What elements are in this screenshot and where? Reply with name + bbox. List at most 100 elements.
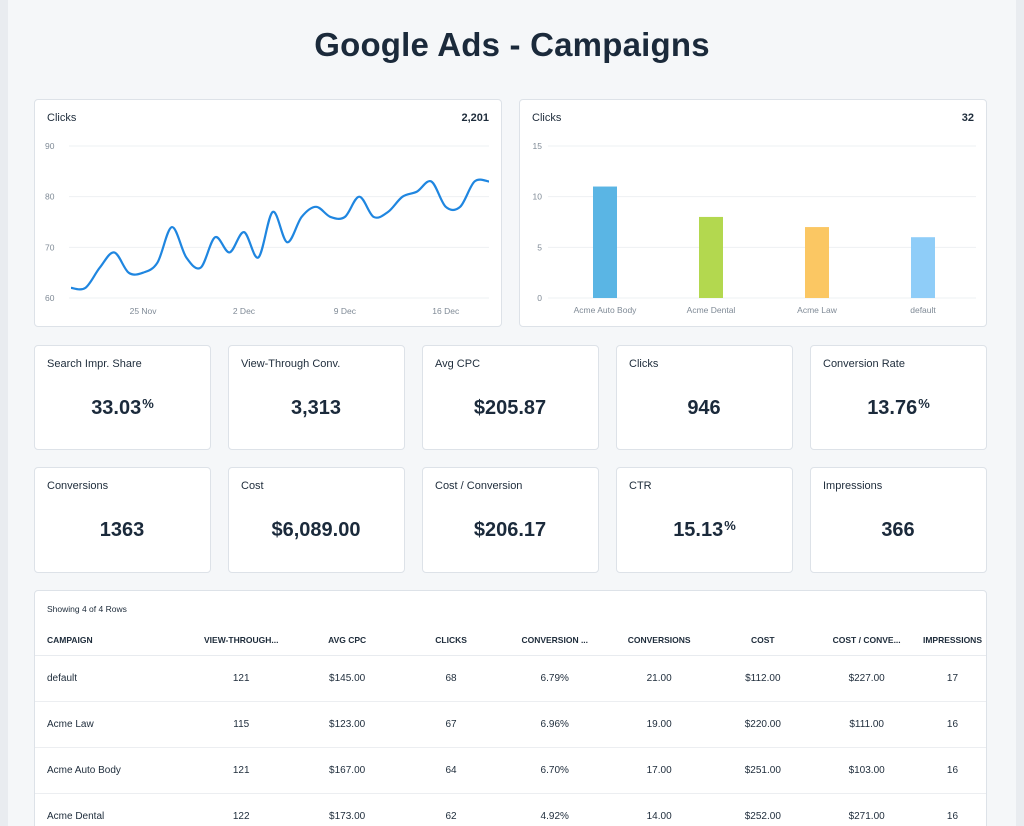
column-header-view-through[interactable]: VIEW-THROUGH... [187,625,295,656]
kpi-card-avg-cpc: Avg CPC $205.87 [422,345,599,450]
bar-acme-auto-body [593,186,617,298]
y-tick-label: 90 [45,141,55,151]
cell-campaign: Acme Dental [35,793,188,826]
cell-cost-per-conversion: $227.00 [814,655,919,702]
table-row[interactable]: Acme Auto Body 121 $167.00 64 6.70% 17.0… [35,747,986,794]
bar-default [911,237,935,298]
cell-avg-cpc: $173.00 [294,793,400,826]
column-header-campaign[interactable]: CAMPAIGN [35,625,188,656]
kpi-card-cost-per-conversion: Cost / Conversion $206.17 [422,467,599,573]
kpi-label: CTR [629,480,652,492]
column-header-impressions[interactable]: IMPRESSIONS [918,625,986,656]
cell-clicks: 64 [399,747,503,794]
cell-view-through: 121 [187,747,295,794]
cell-conversions: 21.00 [606,655,712,702]
cell-impressions: 16 [918,701,986,748]
cell-clicks: 68 [399,655,503,702]
kpi-label: Avg CPC [435,358,481,370]
cell-campaign: Acme Auto Body [35,747,188,794]
cell-clicks: 62 [399,793,503,826]
cell-view-through: 121 [187,655,295,702]
cell-conversions: 19.00 [606,701,712,748]
rows-count-caption: Showing 4 of 4 Rows [47,604,127,614]
bar-acme-dental [699,216,723,298]
cell-conversion-rate: 4.92% [502,793,607,826]
cell-avg-cpc: $123.00 [294,701,400,748]
cell-impressions: 17 [918,655,986,702]
bar-chart-total: 32 [961,112,974,124]
kpi-value: 33.03% [91,396,154,419]
y-tick-label: 15 [533,141,543,151]
clicks-series-line [70,178,490,291]
kpi-value: 15.13% [673,518,736,541]
kpi-card-view-through-conv: View-Through Conv. 3,313 [228,345,405,450]
cell-conversions: 14.00 [606,793,712,826]
cell-campaign: Acme Law [35,701,188,748]
y-tick-label: 10 [533,192,543,202]
kpi-card-conversions: Conversions 1363 [34,467,211,573]
cell-conversion-rate: 6.70% [502,747,607,794]
x-tick-label: 9 Dec [334,306,357,316]
clicks-line-chart: 60 70 80 90 25 Nov 2 Dec 9 Dec 16 Dec [45,141,490,316]
clicks-line-chart-card: Clicks 2,201 60 70 80 90 25 Nov 2 Dec 9 Dec 16 … [34,99,502,327]
kpi-value: $206.17 [473,519,547,541]
table-row[interactable]: default 121 $145.00 68 6.79% 21.00 $112.… [35,655,986,702]
dashboard-page: Google Ads - Campaigns Clicks 2,201 60 70… [8,0,1016,826]
kpi-label: Cost / Conversion [435,480,523,492]
bar-acme-law [805,227,829,298]
kpi-card-clicks: Clicks 946 [616,345,793,450]
x-tick-label: 16 Dec [432,306,460,316]
kpi-value: 366 [881,519,915,541]
cell-impressions: 16 [918,793,986,826]
x-tick-label: 25 Nov [130,306,158,316]
column-header-cost-per-conversion[interactable]: COST / CONVE... [814,625,919,656]
cell-campaign: default [35,655,188,702]
y-tick-label: 70 [45,242,55,252]
x-tick-label: default [910,305,936,315]
clicks-bar-chart: 0 5 10 15 Acme Auto Body Acme Dental Acme Law d… [533,141,976,315]
cell-avg-cpc: $167.00 [294,747,400,794]
kpi-label: View-Through Conv. [241,358,341,370]
kpi-value: 13.76% [867,396,930,419]
column-header-cost[interactable]: COST [711,625,815,656]
cell-view-through: 122 [187,793,295,826]
kpi-label: Search Impr. Share [47,358,142,370]
table-row[interactable]: Acme Law 115 $123.00 67 6.96% 19.00 $220… [35,701,986,748]
y-tick-label: 5 [537,242,542,252]
campaigns-table: CAMPAIGN VIEW-THROUGH... AVG CPC CLICKS … [35,625,986,826]
y-tick-label: 80 [45,192,55,202]
cell-cost: $251.00 [711,747,815,794]
line-chart-label: Clicks [47,112,77,124]
cell-avg-cpc: $145.00 [294,655,400,702]
campaigns-table-card: Showing 4 of 4 Rows CAMPAIGN VIEW-THROUG… [34,590,987,826]
x-tick-label: Acme Dental [687,305,736,315]
cell-conversion-rate: 6.79% [502,655,607,702]
x-tick-label: 2 Dec [233,306,256,316]
clicks-bar-chart-card: Clicks 32 0 5 10 15 Acme Auto Body Acme Denta… [519,99,987,327]
kpi-card-search-impr-share: Search Impr. Share 33.03% [34,345,211,450]
cell-impressions: 16 [918,747,986,794]
cell-cost: $252.00 [711,793,815,826]
kpi-value: 946 [687,397,721,419]
y-tick-label: 60 [45,293,55,303]
cell-cost-per-conversion: $271.00 [814,793,919,826]
line-chart-total: 2,201 [461,112,489,124]
kpi-value: 3,313 [290,397,342,419]
cell-cost: $220.00 [711,701,815,748]
cell-cost: $112.00 [711,655,815,702]
cell-view-through: 115 [187,701,295,748]
column-header-clicks[interactable]: CLICKS [399,625,503,656]
kpi-label: Clicks [629,358,659,370]
page-title: Google Ads - Campaigns [314,26,710,63]
column-header-avg-cpc[interactable]: AVG CPC [294,625,400,656]
kpi-card-cost: Cost $6,089.00 [228,467,405,573]
kpi-label: Conversions [47,480,109,492]
cell-cost-per-conversion: $103.00 [814,747,919,794]
kpi-label: Cost [241,480,264,492]
column-header-conversion-rate[interactable]: CONVERSION ... [502,625,607,656]
column-header-conversions[interactable]: CONVERSIONS [606,625,712,656]
cell-cost-per-conversion: $111.00 [814,701,919,748]
table-row[interactable]: Acme Dental 122 $173.00 62 4.92% 14.00 $… [35,793,986,826]
kpi-card-conversion-rate: Conversion Rate 13.76% [810,345,987,450]
kpi-value: 1363 [99,519,145,541]
